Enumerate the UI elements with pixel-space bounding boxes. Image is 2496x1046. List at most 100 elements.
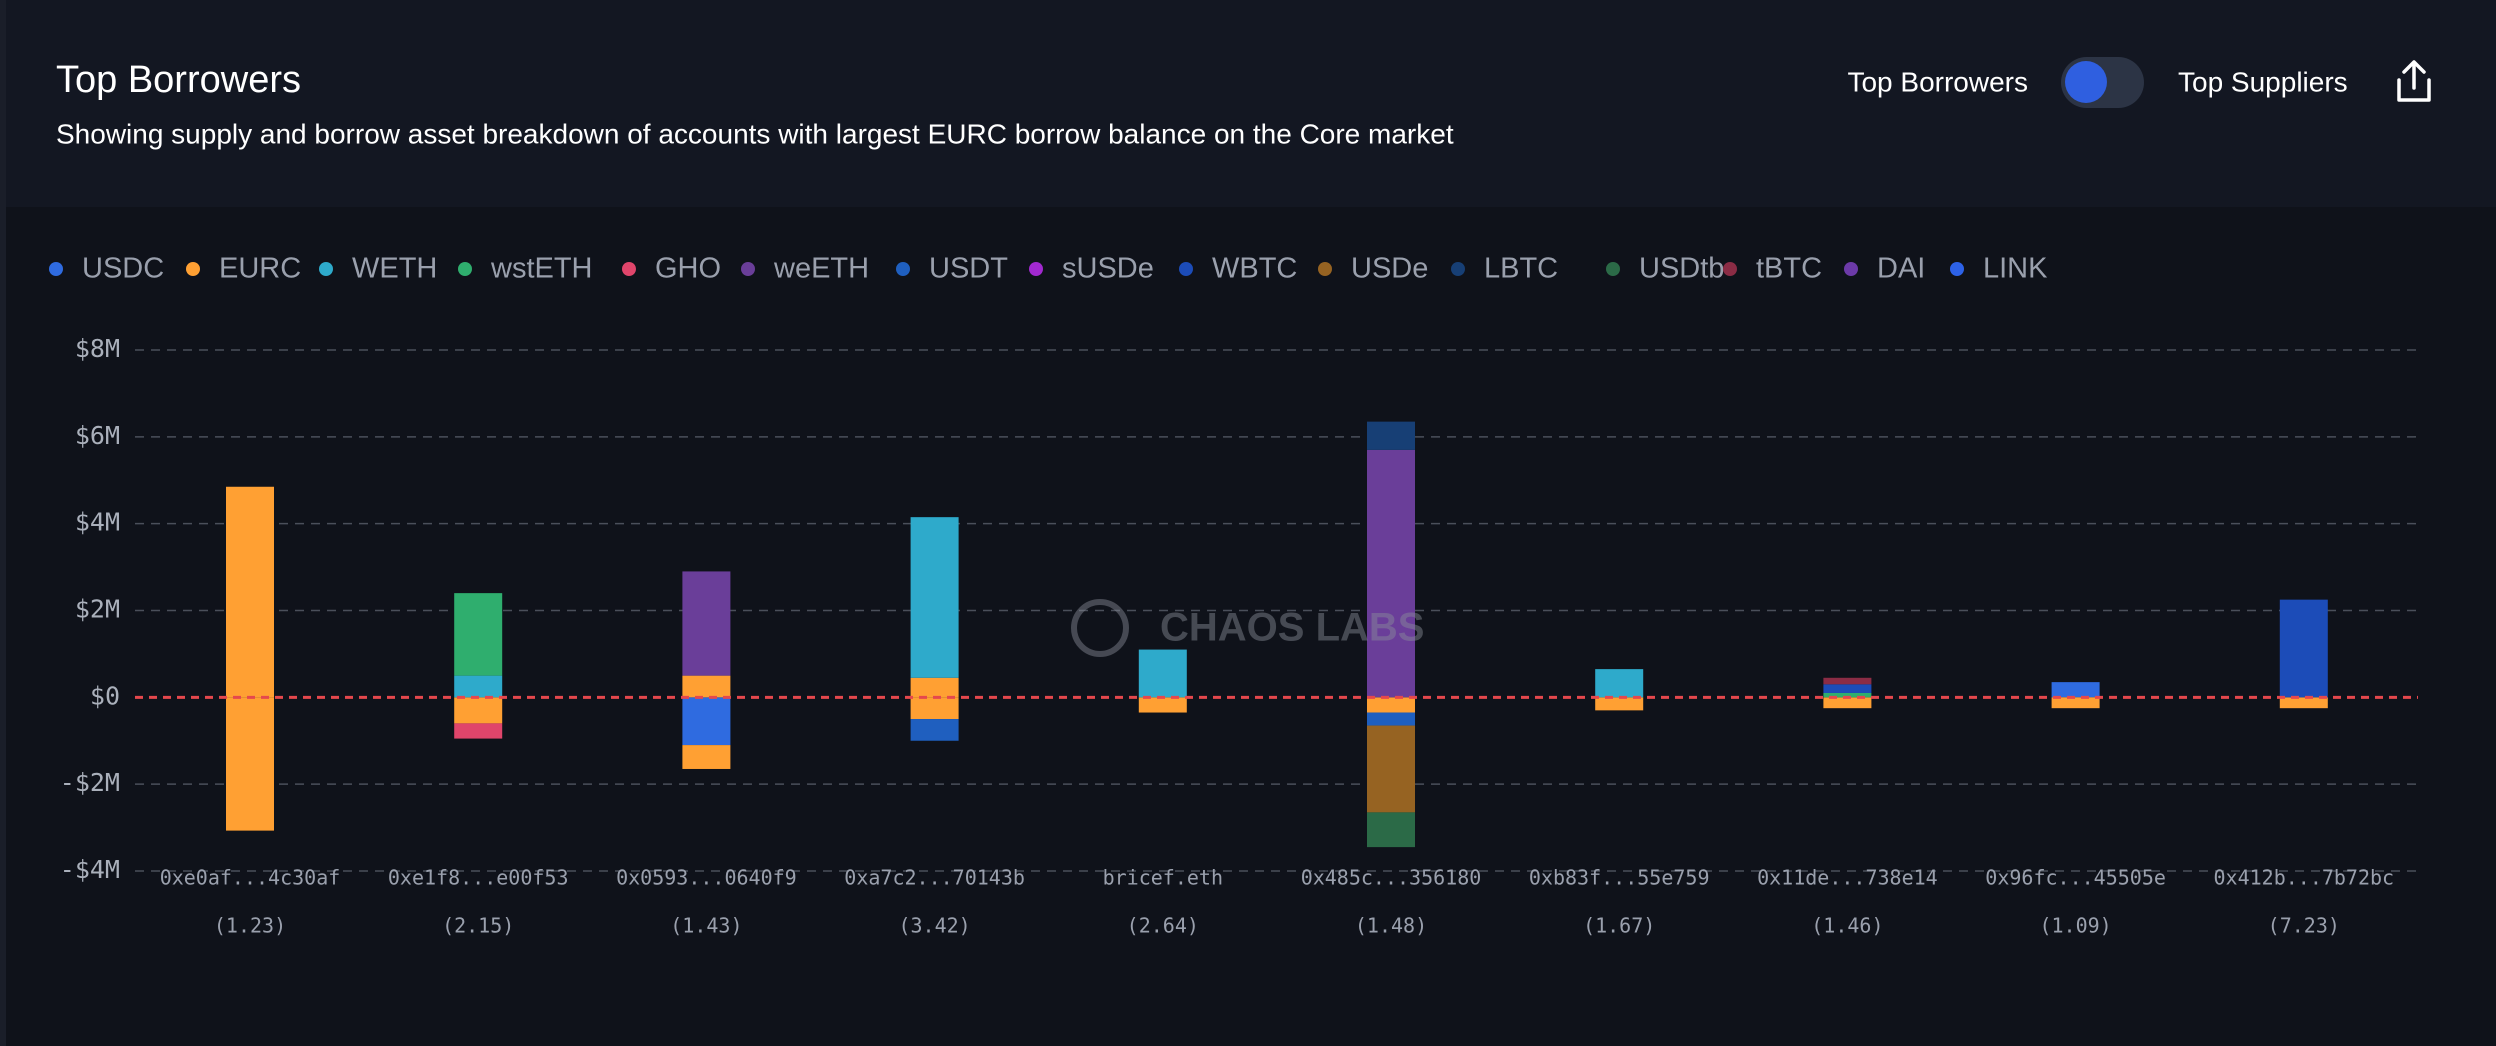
watermark: CHAOS LABS [1071, 599, 1424, 657]
bar-segment [910, 677, 959, 698]
legend-swatch [319, 262, 333, 276]
watermark-logo [1071, 599, 1129, 657]
bar-segment [1367, 712, 1415, 726]
x-tick-note: (1.23) [214, 914, 286, 938]
x-tick-note: (2.15) [442, 914, 514, 938]
left-border [0, 0, 6, 1046]
bar-segment [454, 723, 503, 739]
x-tick-label: 0x0593...0640f9 [616, 866, 797, 890]
x-tick-label: 0xb83f...55e759 [1529, 866, 1710, 890]
legend-label: WBTC [1212, 253, 1297, 285]
bar-segment [454, 675, 503, 698]
bar-segment [1823, 677, 1872, 685]
x-tick-note: (1.09) [2039, 914, 2111, 938]
legend-label: weETH [773, 253, 869, 285]
legend-label: tBTC [1756, 253, 1822, 285]
legend-swatch [622, 262, 636, 276]
legend-label: DAI [1877, 253, 1925, 285]
y-tick-label: $2M [75, 595, 120, 624]
x-tick-label: 0x485c...356180 [1301, 866, 1482, 890]
legend-swatch [1950, 262, 1964, 276]
bar-segment [1367, 725, 1415, 813]
y-tick-label: $0 [90, 681, 120, 710]
bar-segment [2279, 599, 2328, 698]
x-tick-label: 0xa7c2...70143b [844, 866, 1025, 890]
legend-swatch [1318, 262, 1332, 276]
x-tick-note: (1.43) [670, 914, 742, 938]
legend-label: LBTC [1484, 253, 1558, 285]
bar-segment [454, 593, 503, 676]
x-tick-label: 0xe0af...4c30af [160, 866, 341, 890]
legend-label: sUSDe [1062, 253, 1154, 285]
bar-segment [226, 697, 274, 831]
legend-swatch [1723, 262, 1737, 276]
legend-swatch [1606, 262, 1620, 276]
bar-segment [1823, 684, 1872, 693]
toggle-label[interactable]: Top Suppliers [2178, 66, 2348, 97]
legend-label: USDtb [1639, 253, 1724, 285]
bar-segment [1823, 697, 1872, 709]
bar-segment [1367, 812, 1415, 848]
bar-segment [454, 697, 503, 724]
bar-segment [1138, 697, 1187, 713]
legend-swatch [1451, 262, 1465, 276]
y-tick-label: -$2M [60, 768, 120, 797]
y-tick-label: $8M [75, 334, 120, 363]
x-tick-note: (7.23) [2268, 914, 2340, 938]
toggle-knob [2065, 61, 2107, 103]
bar-segment [682, 675, 731, 698]
bar-segment [910, 697, 959, 720]
bar-segment [1367, 449, 1415, 698]
legend-swatch [458, 262, 472, 276]
x-tick-label: bricef.eth [1103, 866, 1223, 890]
legend-label: USDC [82, 253, 164, 285]
bar-segment [1367, 421, 1415, 450]
share-icon[interactable] [2397, 60, 2431, 102]
legend-label: wstETH [490, 253, 593, 285]
x-tick-label: 0x11de...738e14 [1757, 866, 1938, 890]
x-tick-note: (2.64) [1127, 914, 1199, 938]
legend-label: EURC [219, 253, 301, 285]
x-tick-note: (1.67) [1583, 914, 1655, 938]
bar-segment [2279, 697, 2328, 709]
bar-segment [1138, 649, 1187, 698]
legend-swatch [741, 262, 755, 276]
share-arrow [2402, 60, 2426, 90]
toggle-label[interactable]: Top Borrowers [1847, 66, 2028, 97]
x-tick-label: 0xe1f8...e00f53 [388, 866, 569, 890]
legend-swatch [1029, 262, 1043, 276]
legend-swatch [1179, 262, 1193, 276]
title: Top Borrowers [56, 59, 301, 101]
share-box [2397, 78, 2431, 102]
bar-segment [682, 571, 731, 676]
bar-segment [1823, 692, 1872, 698]
bar-segment [1367, 697, 1415, 713]
legend-label: USDT [929, 253, 1008, 285]
legend-label: LINK [1983, 253, 2048, 285]
x-tick-note: (1.48) [1355, 914, 1427, 938]
watermark-text: CHAOS LABS [1160, 606, 1424, 650]
legend-swatch [1844, 262, 1858, 276]
legend-swatch [896, 262, 910, 276]
bar-segment [1595, 669, 1644, 698]
legend-label: USDe [1351, 253, 1428, 285]
x-tick-label: 0x96fc...45505e [1985, 866, 2166, 890]
bar-segment [226, 486, 274, 698]
subtitle: Showing supply and borrow asset breakdow… [56, 118, 1454, 149]
x-tick-label: 0x412b...7b72bc [2213, 866, 2394, 890]
legend-swatch [49, 262, 63, 276]
bar-segment [910, 719, 959, 741]
bar-segment [682, 697, 731, 746]
y-tick-label: $6M [75, 421, 120, 450]
bar-segment [2051, 697, 2100, 709]
x-tick-note: (1.46) [1811, 914, 1883, 938]
bar-segment [1595, 697, 1644, 711]
bar-segment [2051, 682, 2100, 698]
x-tick-note: (3.42) [898, 914, 970, 938]
y-tick-label: $4M [75, 508, 120, 537]
bar-segment [910, 517, 959, 678]
legend-swatch [186, 262, 200, 276]
legend-label: WETH [352, 253, 437, 285]
